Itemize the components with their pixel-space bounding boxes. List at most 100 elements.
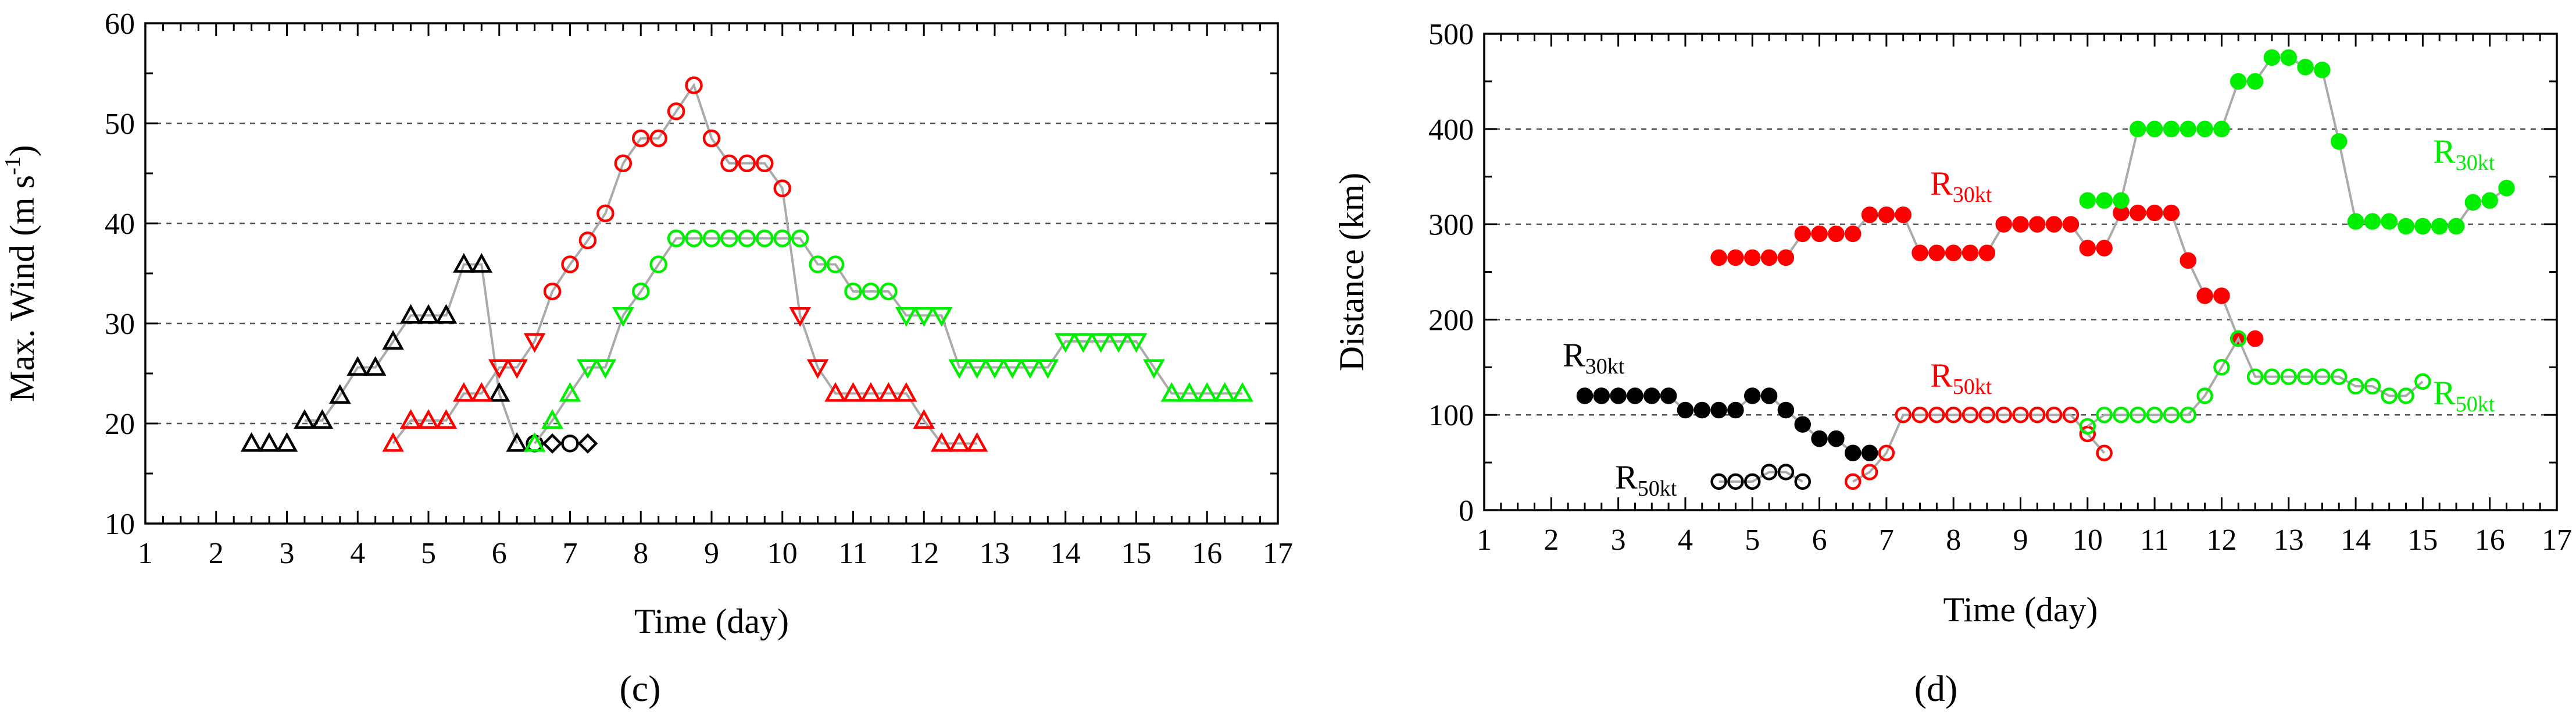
data-point (2130, 204, 2146, 222)
data-point (948, 359, 970, 379)
data-point (453, 382, 475, 402)
data-point (667, 102, 685, 120)
data-point (809, 255, 827, 273)
x-tick-label: 13 (2274, 524, 2304, 557)
data-point (2079, 192, 2096, 209)
series-4 (523, 229, 1253, 452)
data-point (1677, 401, 1694, 419)
data-point (1811, 430, 1828, 447)
data-point (2012, 406, 2029, 423)
data-point (2163, 120, 2180, 138)
x-tick-label: 9 (704, 537, 719, 570)
x-tick-label: 1 (138, 537, 153, 570)
data-point (1962, 406, 1979, 423)
data-point (1962, 244, 1979, 261)
x-tick-label: 10 (767, 537, 798, 570)
data-point (2364, 213, 2381, 230)
data-point (488, 359, 510, 379)
plot-frame (1483, 33, 2558, 511)
data-point (649, 129, 667, 148)
data-point (1828, 430, 1845, 447)
y-tick-label: 0 (1459, 494, 1474, 528)
data-point (1660, 387, 1677, 404)
series-annotation: R50kt (1615, 458, 1677, 501)
data-point (632, 129, 650, 148)
x-tick-label: 7 (563, 537, 578, 570)
data-point (2364, 378, 2381, 395)
data-point (2096, 444, 2113, 461)
data-point (470, 382, 493, 402)
data-point (2297, 368, 2314, 385)
data-point (1895, 206, 1912, 223)
data-point (2246, 73, 2264, 90)
data-point (594, 359, 617, 379)
x-tick-label: 6 (1812, 524, 1827, 557)
data-point (577, 359, 599, 379)
data-point (2431, 218, 2448, 235)
data-point (1001, 359, 1024, 379)
data-point (1727, 473, 1744, 490)
data-point (2481, 192, 2498, 209)
data-point (702, 229, 721, 248)
annotation-main: R (1930, 165, 1953, 202)
data-point (2079, 425, 2096, 443)
y-tick-label: 50 (105, 108, 135, 141)
data-point (614, 154, 633, 173)
y-tick-label: 10 (105, 508, 135, 541)
data-point (1125, 333, 1148, 353)
data-point (1196, 382, 1219, 402)
data-point (1895, 406, 1912, 423)
data-point (895, 382, 917, 402)
annotation-main: R (1563, 336, 1585, 374)
data-point (1231, 382, 1253, 402)
data-point (612, 307, 634, 327)
data-point (2146, 120, 2163, 138)
data-point (435, 304, 458, 324)
data-point (1794, 416, 1811, 433)
data-point (1037, 359, 1059, 379)
x-tick-label: 11 (838, 537, 867, 570)
data-point (1760, 249, 1778, 266)
data-point (1760, 387, 1778, 404)
data-point (2414, 373, 2431, 390)
annotation-main: R (1615, 458, 1638, 496)
data-point (2314, 61, 2331, 79)
data-point (2079, 418, 2096, 435)
y-tick-label: 40 (105, 208, 135, 241)
data-point (276, 432, 298, 452)
x-tick-label: 17 (2542, 524, 2572, 557)
data-point (2062, 216, 2080, 233)
data-point (1727, 401, 1744, 419)
data-point (2498, 180, 2515, 197)
data-point (1744, 473, 1761, 490)
data-point (1861, 464, 1878, 480)
data-point (1019, 359, 1041, 379)
data-point (2163, 204, 2180, 222)
data-point (948, 432, 970, 452)
data-point (913, 409, 935, 429)
data-point (1945, 406, 1962, 423)
x-tick-label: 4 (1678, 524, 1693, 557)
data-point (2280, 368, 2297, 385)
data-point (1710, 473, 1727, 490)
data-point (1912, 244, 1928, 261)
data-point (1928, 244, 1945, 261)
data-point (1213, 382, 1236, 402)
data-point (258, 432, 280, 452)
series-5 (2079, 330, 2431, 435)
data-point (773, 179, 791, 198)
data-point (826, 255, 845, 273)
data-point (2196, 387, 2213, 404)
data-point (2180, 406, 2197, 423)
data-point (1054, 333, 1077, 353)
data-point (2347, 378, 2364, 395)
data-point (667, 229, 685, 248)
data-point (2381, 213, 2398, 230)
x-tick-label: 14 (1051, 537, 1081, 570)
data-point (1777, 249, 1795, 266)
data-point (2180, 252, 2197, 269)
data-point (2045, 216, 2063, 233)
data-point (2079, 240, 2096, 257)
data-point (2113, 192, 2130, 209)
data-point (1710, 249, 1727, 266)
